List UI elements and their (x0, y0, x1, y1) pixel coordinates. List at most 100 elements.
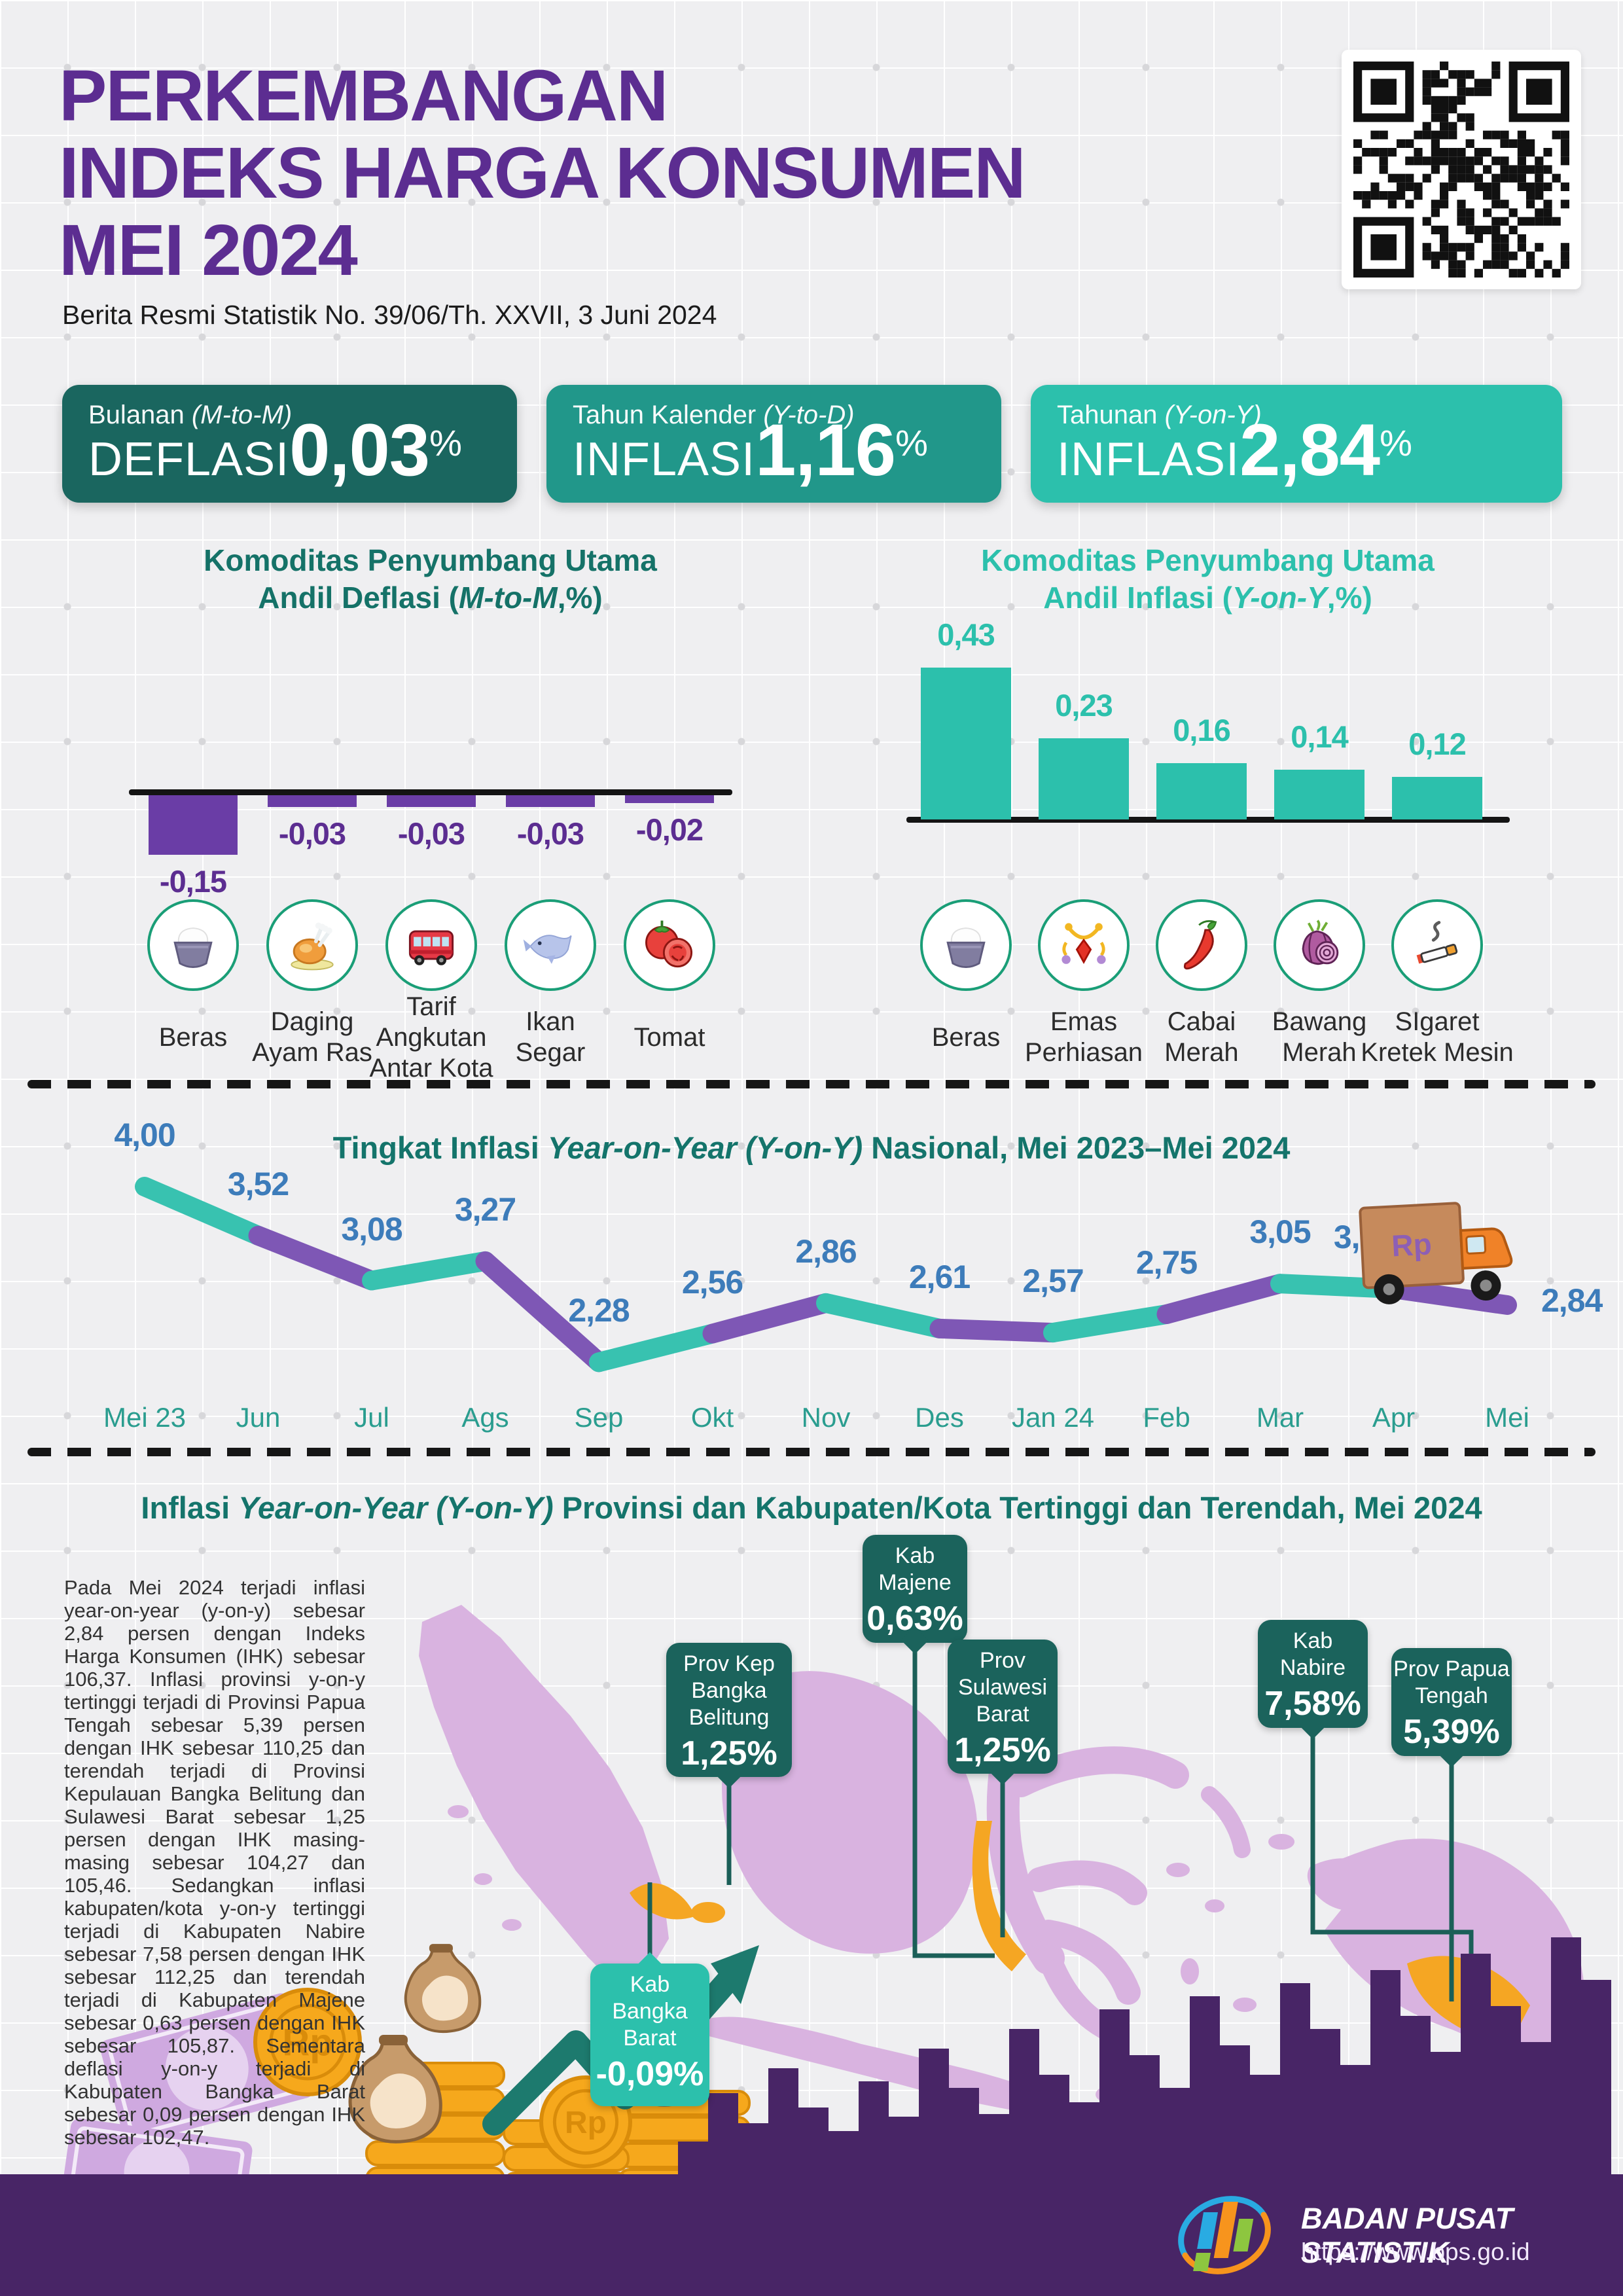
deflation-bar (506, 795, 595, 807)
inflation-category-label: SIgaret Kretek Mesin (1361, 1007, 1514, 1067)
island (1411, 2128, 1464, 2149)
stat-box-yoy: Tahunan (Y-on-Y) INFLASI 2,84% (1031, 385, 1562, 503)
chili-icon (1156, 899, 1247, 991)
deflation-category-label: Daging Ayam Ras (252, 1007, 372, 1067)
island (1137, 2093, 1169, 2111)
highlight-region (691, 1902, 726, 1923)
city-skyline (1190, 1996, 1220, 2193)
coin-stack-illustration (365, 2140, 505, 2166)
callout-region-name: Kab Nabire (1279, 1628, 1346, 1680)
city-skyline (1521, 2042, 1551, 2193)
inflation-bar (921, 668, 1011, 819)
island (502, 1919, 522, 1931)
callout-connector (1310, 1733, 1474, 1983)
line-segment (1383, 1279, 1517, 1315)
line-axis-month-label: Sep (574, 1402, 624, 1433)
rice-bowl-icon (920, 899, 1012, 991)
coin-stack-illustration (365, 2088, 505, 2114)
line-segment (929, 1318, 1063, 1343)
city-skyline (1551, 1937, 1581, 2193)
highlight-region (630, 1883, 695, 1920)
deflation-bar-value-label: -0,03 (278, 816, 346, 851)
stat-box-monthly-unit: % (429, 422, 462, 463)
island (1233, 1998, 1257, 2012)
stat-box-monthly: Bulanan (M-to-M) DEFLASI 0,03% (62, 385, 517, 503)
deflation-category-label: Beras (158, 1022, 228, 1052)
island (419, 1605, 669, 2011)
city-skyline (1370, 1970, 1400, 2193)
island (1325, 1839, 1585, 2099)
line-segment (1270, 1274, 1404, 1299)
city-skyline (1099, 2009, 1130, 2193)
line-chart-title: Tingkat Inflasi Year-on-Year (Y-on-Y) Na… (332, 1130, 1291, 1165)
inflation-bar-value-label: 0,12 (1408, 726, 1466, 761)
stat-box-ytd-label: Tahun Kalender (Y-to-D) (573, 401, 855, 429)
line-axis-month-label: Jul (354, 1402, 389, 1433)
page-title-line3: MEI 2024 (59, 210, 358, 291)
inflation-bar (1392, 777, 1482, 819)
coin-stack-illustration (503, 2119, 630, 2145)
island (1201, 1786, 1251, 1858)
island (1268, 1834, 1295, 1850)
stat-box-monthly-kind: DEFLASI (88, 433, 290, 486)
city-skyline (1130, 2055, 1160, 2193)
page-title-line2: INDEKS HARGA KONSUMEN (59, 133, 1026, 213)
deflation-bar (387, 795, 476, 807)
callout-value: 0,63% (866, 1600, 963, 1638)
stat-box-ytd-kind: INFLASI (573, 433, 756, 486)
deflation-category-label: Ikan Segar (515, 1007, 586, 1067)
city-skyline (1431, 2052, 1461, 2193)
deflation-bar-value-label: -0,02 (635, 812, 704, 847)
line-axis-month-label: Jan 24 (1011, 1402, 1095, 1433)
deflation-bar-value-label: -0,03 (397, 816, 465, 851)
line-segment (816, 1293, 950, 1338)
bus-icon (385, 899, 477, 991)
line-segment (702, 1293, 836, 1344)
city-skyline (919, 2049, 949, 2193)
svg-text:Rp: Rp (565, 2106, 607, 2140)
release-subtitle: Berita Resmi Statistik No. 39/06/Th. XXV… (62, 300, 717, 330)
inflation-bar (1274, 770, 1364, 819)
island (1178, 2100, 1215, 2117)
inflation-axis (906, 817, 1510, 823)
line-axis-month-label: Apr (1372, 1402, 1416, 1433)
stat-box-yoy-label: Tahunan (Y-on-Y) (1057, 401, 1262, 429)
inflation-chart-title-line2: Andil Inflasi (Y-on-Y,%) (1043, 581, 1372, 615)
highlight-region (972, 1821, 1026, 1971)
inflation-bar-value-label: 0,23 (1055, 688, 1113, 723)
island (1036, 1920, 1141, 2005)
map-callout: Prov Sulawesi Barat 1,25% (948, 1640, 1058, 1785)
line-point-value-label: 2,84 (1541, 1282, 1603, 1319)
inflation-bar-value-label: 0,16 (1173, 713, 1230, 747)
island (1096, 2085, 1130, 2104)
city-skyline (1581, 1980, 1611, 2193)
inflation-bar-value-label: 0,43 (937, 617, 995, 652)
city-skyline (1340, 2065, 1370, 2193)
line-axis-month-label: Jun (236, 1402, 281, 1433)
inflation-category-label: Emas Perhiasan (1024, 1007, 1143, 1067)
line-segment (589, 1323, 722, 1372)
callout-region-name: Prov Kep Bangka Belitung (683, 1651, 775, 1730)
map-callout: Prov Papua Tengah 5,39% (1391, 1648, 1512, 1768)
island (1284, 2113, 1324, 2130)
footer-band (0, 2174, 1623, 2296)
deflation-chart-title-line2: Andil Deflasi (M-to-M,%) (258, 581, 603, 615)
deflation-bar-value-label: -0,03 (516, 816, 584, 851)
inflation-category-label: Bawang Merah (1272, 1007, 1367, 1067)
money-bag-illustration (404, 1944, 482, 2034)
line-axis-month-label: Mei (1485, 1402, 1529, 1433)
line-point-value-label: 2,86 (795, 1232, 857, 1270)
rice-bowl-icon (147, 899, 239, 991)
tomato-icon (624, 899, 715, 991)
stat-box-monthly-value: 0,03 (289, 409, 430, 491)
stat-box-monthly-label: Bulanan (M-to-M) (88, 401, 293, 429)
line-point-value-label: 2,57 (1022, 1263, 1084, 1300)
line-axis-month-label: Ags (461, 1402, 509, 1433)
line-point-value-label: 4,00 (114, 1117, 175, 1153)
deflation-bar (625, 795, 714, 803)
callout-value: -0,09% (596, 2055, 704, 2093)
island (675, 2017, 1047, 2111)
deflation-chart-title-line1: Komoditas Penyumbang Utama (204, 543, 657, 577)
inflation-bar (1156, 763, 1247, 819)
